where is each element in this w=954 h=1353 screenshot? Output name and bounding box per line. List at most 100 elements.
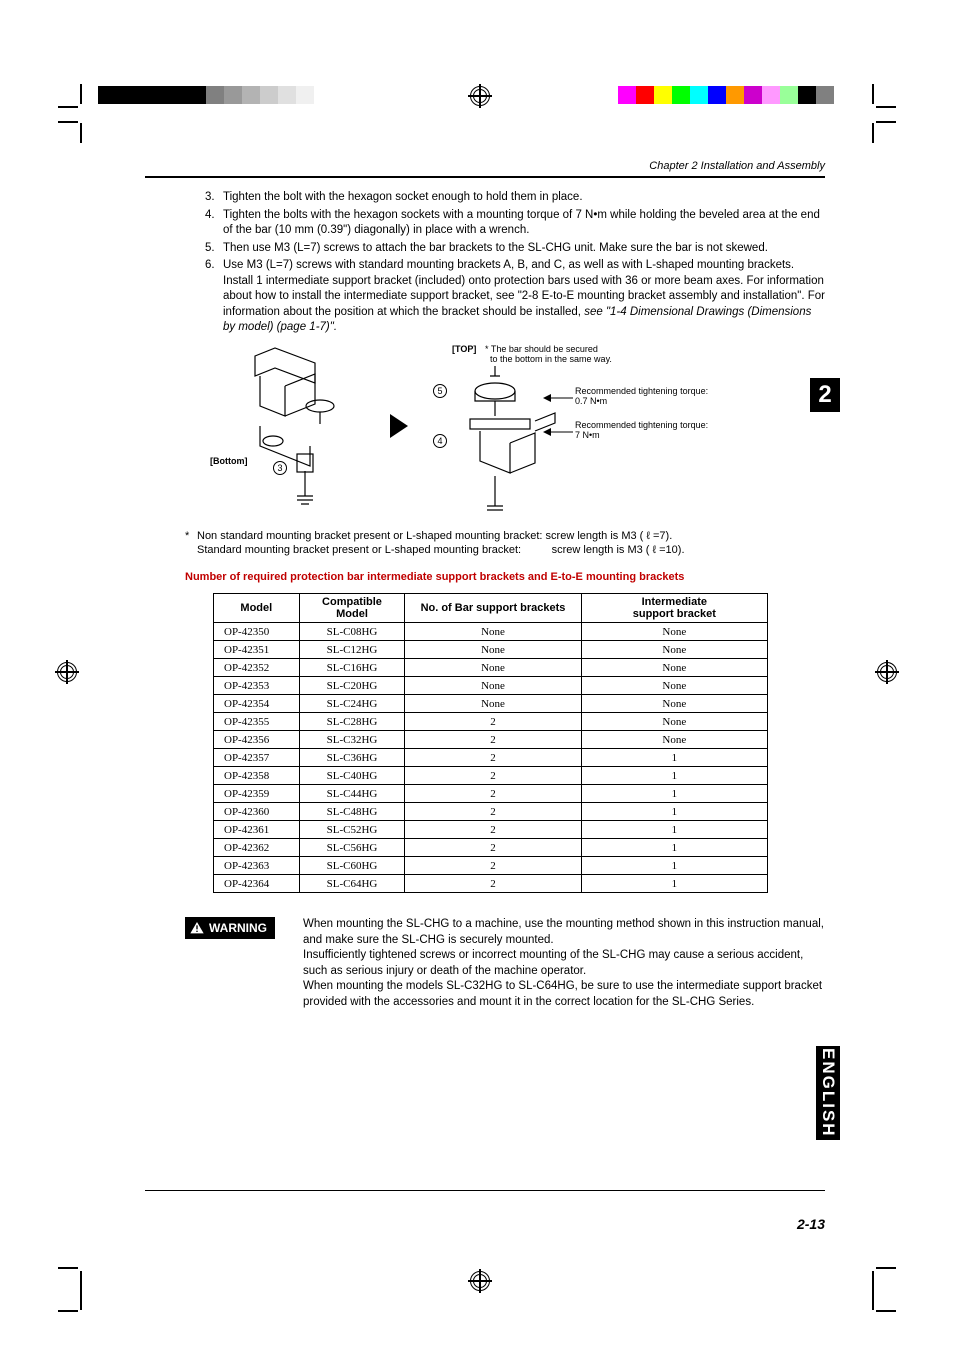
table-row: OP-42352SL-C16HGNoneNone (214, 659, 768, 677)
table-cell: SL-C16HG (299, 659, 405, 677)
warning-badge: WARNING (185, 917, 275, 939)
table-cell: None (581, 677, 767, 695)
table-row: OP-42361SL-C52HG21 (214, 821, 768, 839)
table-cell: 1 (581, 749, 767, 767)
table-row: OP-42354SL-C24HGNoneNone (214, 695, 768, 713)
table-cell: SL-C12HG (299, 641, 405, 659)
table-cell: None (405, 677, 581, 695)
diagram-right-svg (440, 361, 570, 526)
table-cell: None (405, 659, 581, 677)
diagram-bottom-label: [Bottom] (210, 456, 248, 466)
page-number: 2-13 (797, 1216, 825, 1232)
table-row: OP-42358SL-C40HG21 (214, 767, 768, 785)
table-cell: 1 (581, 875, 767, 893)
table-cell: SL-C20HG (299, 677, 405, 695)
callout-arrow-icon (543, 392, 573, 404)
brackets-table: ModelCompatible ModelNo. of Bar support … (213, 593, 768, 893)
table-cell: 2 (405, 803, 581, 821)
table-cell: OP-42358 (214, 767, 300, 785)
registration-cross (468, 84, 492, 108)
table-cell: OP-42355 (214, 713, 300, 731)
table-cell: SL-C24HG (299, 695, 405, 713)
table-row: OP-42364SL-C64HG21 (214, 875, 768, 893)
table-cell: 1 (581, 803, 767, 821)
crop-mark (866, 1290, 896, 1320)
table-cell: OP-42359 (214, 785, 300, 803)
table-cell: 2 (405, 821, 581, 839)
table-cell: OP-42360 (214, 803, 300, 821)
table-cell: None (581, 659, 767, 677)
table-cell: 2 (405, 839, 581, 857)
table-header: Intermediate support bracket (581, 594, 767, 623)
table-cell: SL-C40HG (299, 767, 405, 785)
registration-cross (55, 660, 79, 684)
table-row: OP-42355SL-C28HG2None (214, 713, 768, 731)
table-cell: 2 (405, 785, 581, 803)
crop-mark (58, 84, 88, 114)
table-cell: None (581, 695, 767, 713)
footnote-line2: Standard mounting bracket present or L-s… (197, 543, 685, 557)
table-row: OP-42359SL-C44HG21 (214, 785, 768, 803)
table-cell: OP-42357 (214, 749, 300, 767)
table-header: Compatible Model (299, 594, 405, 623)
table-cell: 2 (405, 713, 581, 731)
table-row: OP-42353SL-C20HGNoneNone (214, 677, 768, 695)
table-cell: OP-42352 (214, 659, 300, 677)
crop-mark (866, 84, 896, 114)
table-row: OP-42351SL-C12HGNoneNone (214, 641, 768, 659)
table-cell: 2 (405, 857, 581, 875)
table-cell: None (405, 641, 581, 659)
table-cell: None (581, 641, 767, 659)
color-bar-right (618, 86, 834, 104)
step-item: 3.Tighten the bolt with the hexagon sock… (205, 190, 825, 206)
diagram-top-label: [TOP] (452, 344, 476, 354)
table-cell: OP-42350 (214, 623, 300, 641)
table-cell: 1 (581, 785, 767, 803)
table-cell: OP-42351 (214, 641, 300, 659)
step-item: 4.Tighten the bolts with the hexagon soc… (205, 208, 825, 239)
crop-mark (866, 113, 896, 143)
footnote-line1: Non standard mounting bracket present or… (197, 529, 685, 543)
diagram-circle-4: 4 (433, 431, 447, 449)
warning-text: When mounting the SL-CHG to a machine, u… (303, 917, 825, 1010)
table-cell: None (405, 695, 581, 713)
table-cell: None (581, 713, 767, 731)
table-cell: SL-C60HG (299, 857, 405, 875)
crop-mark (866, 1261, 896, 1291)
footnote: * Non standard mounting bracket present … (185, 529, 825, 558)
table-header: No. of Bar support brackets (405, 594, 581, 623)
diagram-left-svg (225, 346, 375, 511)
table-cell: SL-C48HG (299, 803, 405, 821)
registration-cross (875, 660, 899, 684)
table-cell: None (581, 623, 767, 641)
table-row: OP-42362SL-C56HG21 (214, 839, 768, 857)
table-cell: SL-C28HG (299, 713, 405, 731)
table-row: OP-42360SL-C48HG21 (214, 803, 768, 821)
table-cell: 1 (581, 821, 767, 839)
table-cell: SL-C32HG (299, 731, 405, 749)
page-footer: 2-13 (145, 1190, 825, 1232)
table-cell: 2 (405, 767, 581, 785)
diagram-circle-3: 3 (273, 458, 287, 476)
torque-label-2: Recommended tightening torque: 7 N•m (575, 420, 708, 441)
arrow-right-icon (390, 414, 408, 438)
mounting-diagram: [Bottom] 3 [TOP] * The bar should be sec… (205, 346, 825, 521)
table-row: OP-42363SL-C60HG21 (214, 857, 768, 875)
table-row: OP-42356SL-C32HG2None (214, 731, 768, 749)
step-list: 3.Tighten the bolt with the hexagon sock… (205, 190, 825, 336)
language-tab: ENGLISH (816, 1046, 840, 1140)
table-cell: SL-C56HG (299, 839, 405, 857)
crop-mark (58, 113, 88, 143)
table-cell: OP-42363 (214, 857, 300, 875)
table-cell: 2 (405, 749, 581, 767)
crop-mark (58, 1290, 88, 1320)
table-cell: SL-C08HG (299, 623, 405, 641)
table-cell: 1 (581, 767, 767, 785)
table-title: Number of required protection bar interm… (185, 571, 825, 583)
table-cell: OP-42361 (214, 821, 300, 839)
table-cell: 2 (405, 731, 581, 749)
table-cell: OP-42354 (214, 695, 300, 713)
table-row: OP-42350SL-C08HGNoneNone (214, 623, 768, 641)
table-cell: None (405, 623, 581, 641)
registration-cross (468, 1269, 492, 1293)
